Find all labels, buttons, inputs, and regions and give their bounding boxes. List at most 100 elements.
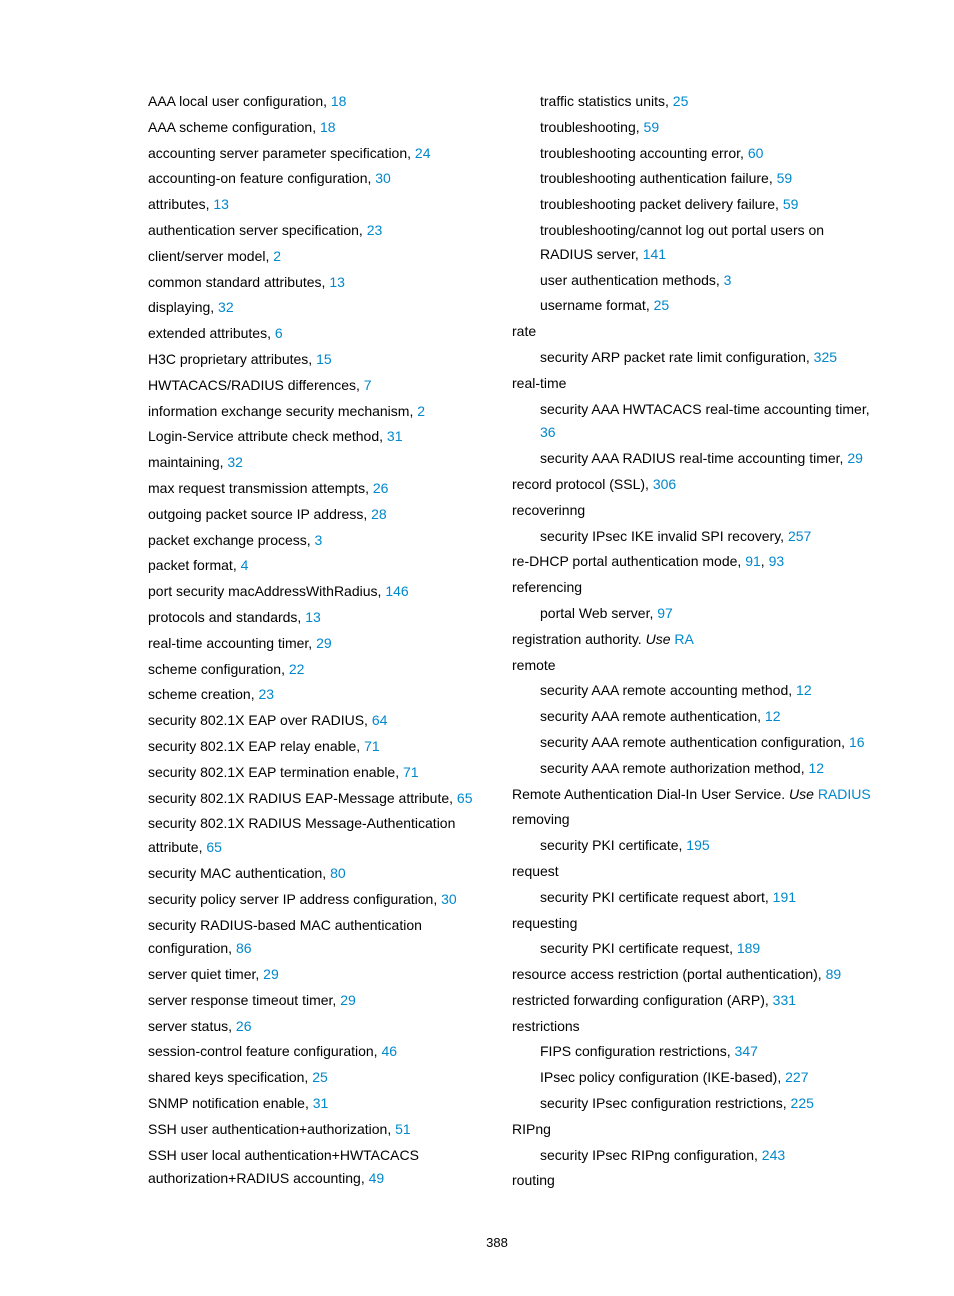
page-link[interactable]: 29 xyxy=(316,635,332,651)
page-link[interactable]: 89 xyxy=(826,966,842,982)
index-group: security PKI certificate request, 189 xyxy=(512,937,874,961)
page-link[interactable]: 3 xyxy=(724,272,732,288)
page-link[interactable]: 306 xyxy=(653,476,676,492)
page-link[interactable]: 331 xyxy=(773,992,796,1008)
page-link[interactable]: 189 xyxy=(737,940,760,956)
page-link[interactable]: 28 xyxy=(371,506,387,522)
page-link[interactable]: 18 xyxy=(320,119,336,135)
index-entry: security policy server IP address config… xyxy=(120,888,482,912)
page-link[interactable]: 80 xyxy=(330,865,346,881)
page-link[interactable]: 36 xyxy=(540,424,556,440)
page-link[interactable]: 13 xyxy=(305,609,321,625)
page-link[interactable]: 12 xyxy=(808,760,824,776)
page-link[interactable]: 23 xyxy=(259,686,275,702)
page-link[interactable]: 2 xyxy=(417,403,425,419)
page-link[interactable]: 3 xyxy=(315,532,323,548)
page-link[interactable]: 31 xyxy=(313,1095,329,1111)
page-link[interactable]: 91 xyxy=(745,553,761,569)
index-entry-text: user authentication methods, xyxy=(540,272,724,288)
page-link[interactable]: 30 xyxy=(375,170,391,186)
index-entry-text: security AAA HWTACACS real-time accounti… xyxy=(540,401,870,417)
page-link[interactable]: 64 xyxy=(372,712,388,728)
page-link[interactable]: 12 xyxy=(796,682,812,698)
page-link[interactable]: 71 xyxy=(364,738,380,754)
page-link[interactable]: 13 xyxy=(329,274,345,290)
page-link[interactable]: 32 xyxy=(227,454,243,470)
index-entry-text: traffic statistics units, xyxy=(540,93,673,109)
index-xref: Remote Authentication Dial-In User Servi… xyxy=(512,783,874,807)
page-link[interactable]: 24 xyxy=(415,145,431,161)
page-link[interactable]: 93 xyxy=(769,553,785,569)
page-link[interactable]: 65 xyxy=(206,839,222,855)
index-entry-text: HWTACACS/RADIUS differences, xyxy=(148,377,364,393)
index-entry: security 802.1X EAP over RADIUS, 64 xyxy=(120,709,482,733)
page-link[interactable]: 97 xyxy=(657,605,673,621)
page-link[interactable]: 59 xyxy=(783,196,799,212)
index-entry-text: security AAA remote authentication, xyxy=(540,708,765,724)
page-link[interactable]: 71 xyxy=(403,764,419,780)
page-link[interactable]: 30 xyxy=(441,891,457,907)
page-link[interactable]: 18 xyxy=(331,93,347,109)
page-link[interactable]: 23 xyxy=(367,222,383,238)
page-link[interactable]: 65 xyxy=(457,790,473,806)
page-link[interactable]: 257 xyxy=(788,528,811,544)
page-link[interactable]: 31 xyxy=(387,428,403,444)
page-link[interactable]: 25 xyxy=(312,1069,328,1085)
page-link[interactable]: 60 xyxy=(748,145,764,161)
index-entry: SSH user authentication+authorization, 5… xyxy=(120,1118,482,1142)
page-link[interactable]: 347 xyxy=(735,1043,758,1059)
page-link[interactable]: 32 xyxy=(218,299,234,315)
index-entry-text: username format, xyxy=(540,297,654,313)
page-link[interactable]: 59 xyxy=(777,170,793,186)
page-link[interactable]: 225 xyxy=(791,1095,814,1111)
page-link[interactable]: 86 xyxy=(236,940,252,956)
index-entry: security 802.1X EAP relay enable, 71 xyxy=(120,735,482,759)
page-link[interactable]: 26 xyxy=(236,1018,252,1034)
index-xref: registration authority. Use RA xyxy=(512,628,874,652)
page-link[interactable]: 59 xyxy=(644,119,660,135)
page-link[interactable]: 243 xyxy=(762,1147,785,1163)
page-link[interactable]: 12 xyxy=(765,708,781,724)
page-link[interactable]: 227 xyxy=(785,1069,808,1085)
page-link[interactable]: 141 xyxy=(643,246,666,262)
index-entry: username format, 25 xyxy=(512,294,874,318)
page-link[interactable]: 49 xyxy=(369,1170,385,1186)
index-entry-text: security IPsec configuration restriction… xyxy=(540,1095,791,1111)
page-link[interactable]: 46 xyxy=(381,1043,397,1059)
xref-link[interactable]: RADIUS xyxy=(818,786,871,802)
page-link[interactable]: 2 xyxy=(273,248,281,264)
index-entry-text: client/server model, xyxy=(148,248,273,264)
index-entry: security AAA remote authorization method… xyxy=(512,757,874,781)
page-link[interactable]: 7 xyxy=(364,377,372,393)
page-link[interactable]: 16 xyxy=(849,734,865,750)
page-link[interactable]: 25 xyxy=(654,297,670,313)
index-heading: rate xyxy=(512,320,874,344)
page-link[interactable]: 25 xyxy=(673,93,689,109)
page-link[interactable]: 26 xyxy=(373,480,389,496)
page-link[interactable]: 195 xyxy=(686,837,709,853)
index-group: security AAA remote accounting method, 1… xyxy=(512,679,874,780)
page-link[interactable]: 22 xyxy=(289,661,305,677)
xref-link[interactable]: RA xyxy=(674,631,693,647)
page-link[interactable]: 146 xyxy=(385,583,408,599)
page-link[interactable]: 15 xyxy=(316,351,332,367)
page-link[interactable]: 4 xyxy=(241,557,249,573)
page-link[interactable]: 6 xyxy=(275,325,283,341)
index-entry-text: AAA local user configuration, xyxy=(148,93,331,109)
index-entry-text: security PKI certificate request abort, xyxy=(540,889,773,905)
index-entry-text: scheme creation, xyxy=(148,686,259,702)
page-link[interactable]: 13 xyxy=(213,196,229,212)
index-entry: scheme creation, 23 xyxy=(120,683,482,707)
index-entry: SNMP notification enable, 31 xyxy=(120,1092,482,1116)
page-link[interactable]: 29 xyxy=(263,966,279,982)
index-entry: packet format, 4 xyxy=(120,554,482,578)
page-link[interactable]: 29 xyxy=(340,992,356,1008)
page-link[interactable]: 191 xyxy=(773,889,796,905)
index-group: security IPsec IKE invalid SPI recovery,… xyxy=(512,525,874,549)
column-right: traffic statistics units, 25troubleshoot… xyxy=(512,90,874,1195)
page-link[interactable]: 51 xyxy=(395,1121,411,1137)
page-link[interactable]: 29 xyxy=(847,450,863,466)
index-entry: protocols and standards, 13 xyxy=(120,606,482,630)
index-entry-text: security IPsec IKE invalid SPI recovery, xyxy=(540,528,788,544)
page-link[interactable]: 325 xyxy=(814,349,837,365)
